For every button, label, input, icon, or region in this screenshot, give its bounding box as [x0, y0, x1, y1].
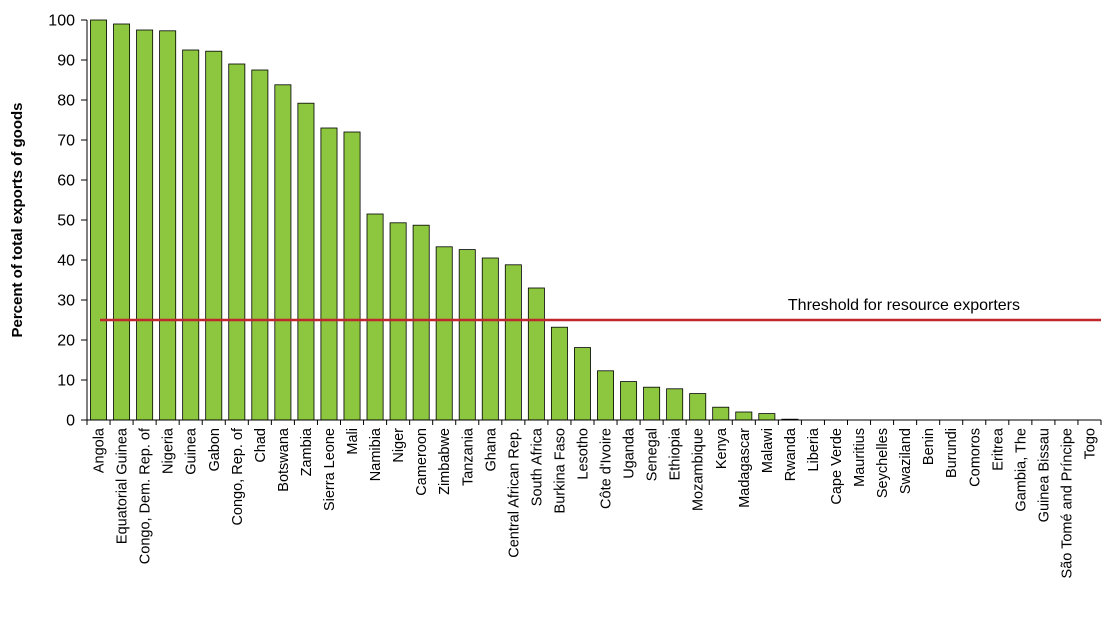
x-category-label: Swaziland — [898, 428, 914, 494]
threshold-layer: Threshold for resource exporters — [100, 297, 1101, 322]
bars-layer — [90, 19, 821, 421]
x-category-label: Togo — [1082, 428, 1098, 459]
bar — [182, 49, 200, 421]
x-category-label: Ghana — [483, 427, 499, 471]
bar — [389, 222, 407, 421]
axes-layer — [86, 20, 1102, 425]
bar — [320, 127, 338, 421]
x-category-label: Uganda — [622, 427, 638, 479]
threshold-label: Threshold for resource exporters — [788, 297, 1020, 314]
x-category-label: Cameroon — [414, 428, 430, 496]
bar — [366, 213, 384, 421]
x-category-label: Côte d'Ivoire — [599, 428, 615, 509]
bar — [458, 249, 476, 421]
x-category-label: Mauritius — [852, 428, 868, 487]
bar — [643, 386, 661, 421]
bar — [550, 326, 568, 421]
bar — [481, 257, 499, 421]
bar — [620, 381, 638, 421]
y-ticks: 0 10 20 30 40 50 60 70 80 90 100 — [48, 13, 87, 430]
y-axis-title: Percent of total exports of goods — [9, 102, 26, 337]
x-category-label: Tanzania — [460, 427, 476, 486]
x-category-label: Central African Rep. — [506, 428, 522, 558]
x-category-label: Zimbabwe — [437, 428, 453, 495]
x-category-label: Niger — [391, 428, 407, 463]
x-category-label: Comoros — [967, 428, 983, 487]
x-category-label: Madagascar — [737, 428, 753, 508]
x-category-label: Botswana — [276, 427, 292, 492]
x-category-label: Guinea Bissau — [1036, 428, 1052, 522]
bar — [113, 23, 131, 421]
x-category-label: Rwanda — [783, 427, 799, 481]
x-category-label: Seychelles — [875, 428, 891, 498]
bar — [251, 69, 269, 421]
x-category-label: Sierra Leone — [322, 428, 338, 511]
bar — [735, 411, 753, 421]
x-category-label: Eritrea — [990, 427, 1006, 471]
bar — [412, 224, 430, 421]
y-tick-label: 100 — [48, 13, 75, 30]
x-category-label: Lesotho — [575, 428, 591, 480]
x-category-label: Nigeria — [161, 427, 177, 474]
x-category-label: Burundi — [944, 428, 960, 478]
x-category-label: Namibia — [368, 427, 384, 481]
x-category-label: Zambia — [299, 427, 315, 476]
bar — [527, 287, 545, 421]
y-tick-label: 80 — [57, 93, 75, 110]
x-category-label: Guinea — [184, 427, 200, 475]
x-category-label: Chad — [253, 428, 269, 463]
y-tick-label: 10 — [57, 373, 75, 390]
bar — [159, 30, 177, 421]
bar — [574, 347, 591, 421]
y-tick-label: 50 — [57, 213, 75, 230]
y-tick-label: 0 — [66, 413, 75, 430]
x-category-label: Congo, Rep. of — [230, 427, 246, 526]
x-category-labels: Angola Equatorial Guinea Congo, Dem. Rep. … — [92, 427, 1099, 578]
x-category-label: Cape Verde — [829, 428, 845, 505]
x-category-label: Congo, Dem. Rep. of — [138, 427, 154, 564]
bar — [228, 63, 246, 421]
x-category-label: Gabon — [207, 428, 223, 472]
bar — [90, 19, 107, 421]
bar — [758, 413, 776, 421]
x-category-label: São Tomé and Príncipe — [1059, 428, 1075, 578]
x-category-label: Mali — [345, 428, 361, 455]
bar — [689, 393, 707, 421]
x-category-label: Malawi — [760, 428, 776, 473]
bar — [343, 131, 361, 421]
y-tick-label: 90 — [57, 53, 75, 70]
y-tick-label: 30 — [57, 293, 75, 310]
bar — [666, 388, 684, 421]
x-category-label: Equatorial Guinea — [115, 427, 131, 544]
bar — [504, 264, 522, 421]
bar — [435, 246, 453, 421]
y-tick-label: 60 — [57, 173, 75, 190]
x-category-label: Mozambique — [691, 428, 707, 511]
bar — [597, 370, 614, 421]
x-category-label: Kenya — [714, 427, 730, 469]
bar — [712, 406, 730, 421]
bar — [136, 29, 154, 421]
x-category-label: Ethiopia — [668, 427, 684, 480]
y-tick-label: 40 — [57, 253, 75, 270]
x-category-label: Gambia, The — [1013, 428, 1029, 512]
x-category-label: Senegal — [645, 428, 661, 481]
x-category-label: Angola — [92, 427, 108, 473]
bar — [297, 102, 315, 421]
y-tick-label: 70 — [57, 133, 75, 150]
x-category-label: Liberia — [806, 427, 822, 471]
x-category-label: Burkina Faso — [552, 428, 568, 513]
bar — [205, 50, 223, 421]
x-category-label: South Africa — [529, 427, 545, 506]
y-tick-label: 20 — [57, 333, 75, 350]
x-category-label: Benin — [921, 428, 937, 465]
bar — [274, 84, 292, 421]
